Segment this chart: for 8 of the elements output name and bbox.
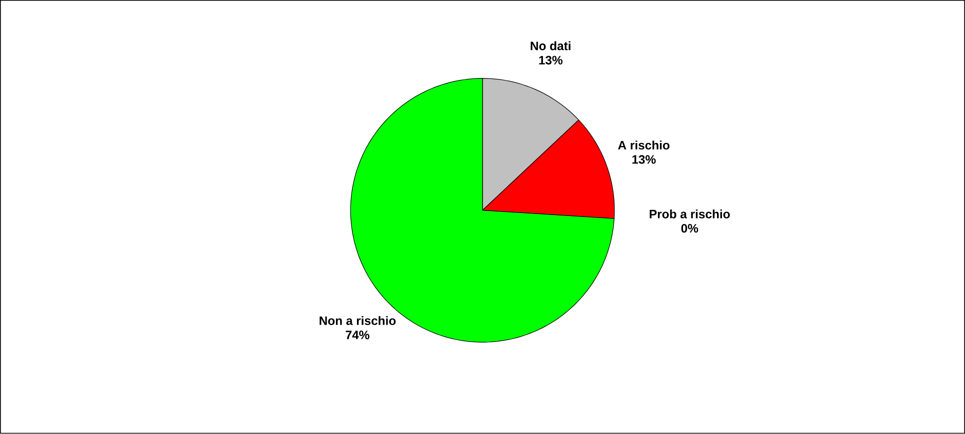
data-label: 13% (539, 56, 563, 65)
text: 0% (681, 224, 698, 233)
data-label: 74% (346, 330, 370, 340)
slice-label: Non a rischio (320, 316, 396, 326)
category-label: Prob a rischio (650, 210, 730, 219)
slice-label: A rischio (618, 140, 670, 150)
slice-label: No dati (530, 41, 570, 50)
data-label: 13% (632, 155, 656, 164)
